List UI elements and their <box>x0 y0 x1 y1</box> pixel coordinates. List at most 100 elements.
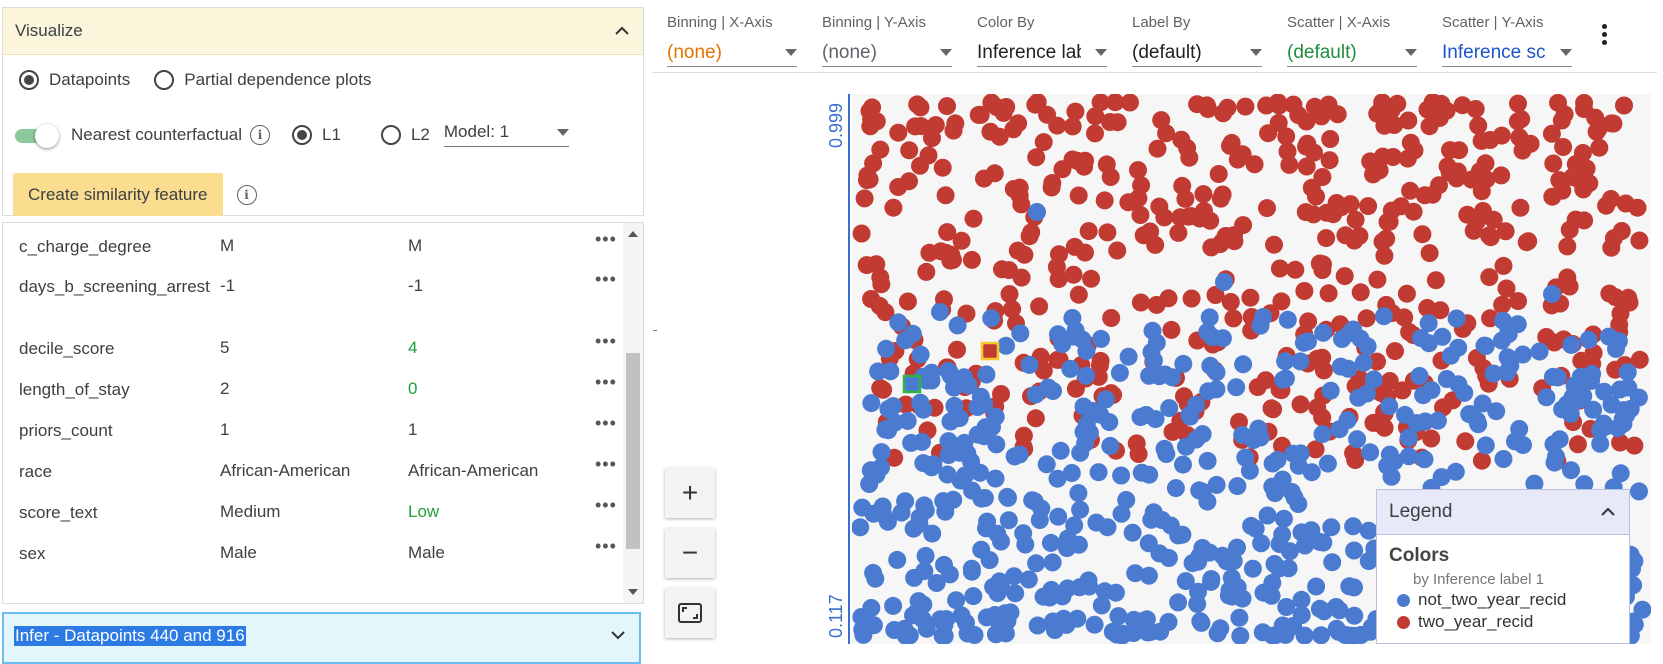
datapoint-not-two-year-recid[interactable] <box>1092 329 1110 348</box>
toolbar-dropdown[interactable]: Binning | X-Axis (none) <box>667 14 797 67</box>
datapoint-two-year-recid[interactable] <box>1537 328 1556 346</box>
datapoint-not-two-year-recid[interactable] <box>1484 364 1503 383</box>
datapoint-two-year-recid[interactable] <box>860 170 879 189</box>
more-options-icon[interactable] <box>1602 24 1608 48</box>
datapoint-not-two-year-recid[interactable] <box>939 432 958 451</box>
datapoint-not-two-year-recid[interactable] <box>951 471 970 490</box>
datapoint-not-two-year-recid[interactable] <box>1437 370 1456 388</box>
datapoint-not-two-year-recid[interactable] <box>1280 542 1299 561</box>
datapoint-not-two-year-recid[interactable] <box>1345 541 1364 560</box>
datapoint-two-year-recid[interactable] <box>857 256 876 275</box>
datapoint-not-two-year-recid[interactable] <box>962 559 981 578</box>
datapoint-two-year-recid[interactable] <box>1313 408 1332 427</box>
datapoint-not-two-year-recid[interactable] <box>1513 345 1532 364</box>
datapoint-not-two-year-recid[interactable] <box>1322 518 1341 537</box>
datapoint-two-year-recid[interactable] <box>1521 134 1540 153</box>
datapoint-two-year-recid[interactable] <box>1264 400 1283 419</box>
datapoint-two-year-recid[interactable] <box>1469 116 1488 135</box>
datapoint-not-two-year-recid[interactable] <box>1231 627 1250 644</box>
datapoint-not-two-year-recid[interactable] <box>1119 347 1138 366</box>
datapoint-two-year-recid[interactable] <box>1313 348 1332 367</box>
datapoint-not-two-year-recid[interactable] <box>1473 394 1492 413</box>
datapoint-not-two-year-recid[interactable] <box>1169 593 1188 612</box>
datapoint-two-year-recid[interactable] <box>938 97 956 116</box>
datapoint-not-two-year-recid[interactable] <box>1277 598 1296 616</box>
datapoint-two-year-recid[interactable] <box>933 158 952 177</box>
datapoint-not-two-year-recid[interactable] <box>1258 506 1277 525</box>
datapoint-two-year-recid[interactable] <box>952 231 971 250</box>
datapoint-not-two-year-recid[interactable] <box>1187 395 1206 414</box>
datapoint-not-two-year-recid[interactable] <box>1419 334 1438 353</box>
datapoint-two-year-recid[interactable] <box>1211 189 1230 208</box>
datapoint-not-two-year-recid[interactable] <box>1410 367 1429 385</box>
datapoint-two-year-recid[interactable] <box>1350 226 1369 245</box>
datapoint-not-two-year-recid[interactable] <box>1321 381 1340 400</box>
counterfactual-datapoint[interactable] <box>902 374 922 394</box>
scrollbar[interactable] <box>623 223 643 603</box>
datapoint-two-year-recid[interactable] <box>1373 147 1392 166</box>
datapoint-not-two-year-recid[interactable] <box>1026 385 1045 404</box>
datapoint-not-two-year-recid[interactable] <box>912 432 931 451</box>
datapoint-two-year-recid[interactable] <box>900 141 919 160</box>
datapoint-not-two-year-recid[interactable] <box>1077 366 1096 385</box>
datapoint-two-year-recid[interactable] <box>1069 285 1088 304</box>
datapoint-not-two-year-recid[interactable] <box>1065 516 1084 535</box>
datapoint-not-two-year-recid[interactable] <box>1476 436 1495 455</box>
datapoint-two-year-recid[interactable] <box>1034 361 1053 380</box>
datapoint-two-year-recid[interactable] <box>1131 206 1150 224</box>
datapoint-not-two-year-recid[interactable] <box>991 616 1009 635</box>
datapoint-two-year-recid[interactable] <box>1012 268 1031 287</box>
datapoint-two-year-recid[interactable] <box>1284 95 1303 114</box>
more-horiz-icon[interactable]: ••• <box>595 454 617 474</box>
datapoint-two-year-recid[interactable] <box>1004 120 1023 139</box>
datapoint-two-year-recid[interactable] <box>1405 141 1424 160</box>
datapoint-two-year-recid[interactable] <box>1615 96 1633 115</box>
datapoint-two-year-recid[interactable] <box>1368 352 1386 371</box>
chevron-down-icon[interactable] <box>609 626 627 644</box>
datapoint-not-two-year-recid[interactable] <box>983 418 1001 436</box>
datapoint-not-two-year-recid[interactable] <box>1027 554 1046 573</box>
datapoint-not-two-year-recid[interactable] <box>1071 500 1090 519</box>
datapoint-not-two-year-recid[interactable] <box>1339 359 1358 378</box>
datapoint-not-two-year-recid[interactable] <box>1207 380 1226 399</box>
datapoint-two-year-recid[interactable] <box>1245 155 1264 174</box>
datapoint-not-two-year-recid[interactable] <box>1364 370 1383 389</box>
datapoint-two-year-recid[interactable] <box>1415 186 1434 205</box>
toolbar-dropdown[interactable]: Color By Inference label 1 <box>977 14 1107 67</box>
scroll-up-arrow-icon[interactable] <box>628 231 638 237</box>
datapoint-two-year-recid[interactable] <box>1544 154 1563 173</box>
datapoint-two-year-recid[interactable] <box>1010 186 1029 205</box>
datapoint-not-two-year-recid[interactable] <box>1069 484 1088 503</box>
datapoint-not-two-year-recid[interactable] <box>1557 395 1576 414</box>
datapoint-two-year-recid[interactable] <box>1373 232 1392 251</box>
datapoint-not-two-year-recid[interactable] <box>955 368 974 387</box>
datapoint-not-two-year-recid[interactable] <box>860 475 879 493</box>
datapoint-two-year-recid[interactable] <box>938 223 957 242</box>
datapoint-two-year-recid[interactable] <box>1038 105 1057 124</box>
datapoint-two-year-recid[interactable] <box>1395 308 1414 327</box>
datapoint-two-year-recid[interactable] <box>917 262 936 281</box>
datapoint-not-two-year-recid[interactable] <box>1295 536 1314 555</box>
datapoint-two-year-recid[interactable] <box>1305 97 1324 116</box>
datapoint-two-year-recid[interactable] <box>1580 174 1599 193</box>
datapoint-not-two-year-recid[interactable] <box>923 524 942 543</box>
datapoint-two-year-recid[interactable] <box>1375 246 1394 265</box>
datapoint-two-year-recid[interactable] <box>1399 111 1418 130</box>
datapoint-two-year-recid[interactable] <box>1272 292 1291 311</box>
datapoint-two-year-recid[interactable] <box>1336 226 1355 245</box>
datapoint-two-year-recid[interactable] <box>1298 134 1317 153</box>
datapoint-not-two-year-recid[interactable] <box>1200 543 1219 562</box>
datapoint-not-two-year-recid[interactable] <box>903 375 921 393</box>
datapoint-two-year-recid[interactable] <box>981 342 999 360</box>
more-horiz-icon[interactable]: ••• <box>595 331 617 351</box>
datapoint-two-year-recid[interactable] <box>1317 229 1336 248</box>
datapoint-not-two-year-recid[interactable] <box>1562 461 1580 480</box>
datapoint-not-two-year-recid[interactable] <box>1611 464 1630 483</box>
datapoint-two-year-recid[interactable] <box>1494 256 1513 275</box>
datapoint-not-two-year-recid[interactable] <box>1415 450 1434 469</box>
datapoint-not-two-year-recid[interactable] <box>1140 366 1159 385</box>
datapoint-not-two-year-recid[interactable] <box>1062 464 1081 482</box>
datapoint-two-year-recid[interactable] <box>1554 138 1573 156</box>
datapoint-two-year-recid[interactable] <box>1042 178 1061 197</box>
datapoint-not-two-year-recid[interactable] <box>1117 491 1136 509</box>
